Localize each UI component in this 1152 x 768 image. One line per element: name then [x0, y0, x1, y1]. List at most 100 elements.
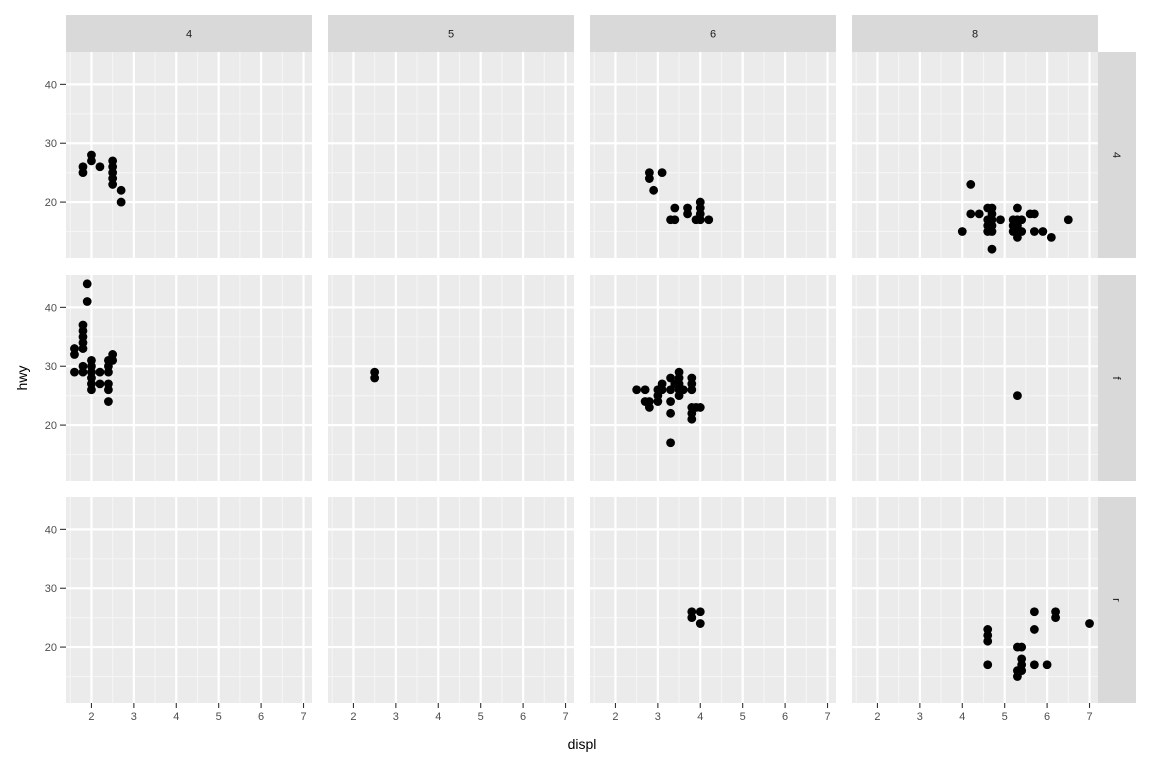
x-tick-label: 3 — [393, 711, 399, 723]
data-point — [104, 385, 113, 395]
x-tick-label: 3 — [655, 711, 661, 723]
panel-background — [590, 275, 836, 481]
data-point — [687, 613, 697, 623]
data-point — [1017, 215, 1027, 225]
data-point — [987, 244, 997, 254]
data-point — [687, 385, 697, 395]
data-point — [996, 215, 1005, 225]
y-tick-label: 30 — [45, 138, 57, 150]
data-point — [87, 156, 96, 166]
data-point — [1085, 619, 1094, 628]
data-point — [695, 619, 705, 628]
col-strip — [590, 15, 836, 52]
x-tick-label: 2 — [874, 711, 880, 723]
col-strip-label: 6 — [710, 29, 716, 41]
x-tick-label: 5 — [478, 711, 484, 723]
data-point — [108, 180, 118, 189]
y-tick-label: 20 — [45, 197, 57, 209]
col-strip-label: 4 — [186, 29, 192, 41]
data-point — [695, 607, 705, 617]
x-tick-label: 7 — [562, 711, 568, 723]
data-point — [1029, 227, 1039, 236]
x-tick-label: 3 — [917, 711, 923, 723]
panel-background — [590, 497, 836, 703]
data-point — [983, 636, 993, 646]
y-tick-label: 20 — [45, 420, 57, 432]
x-tick-label: 4 — [697, 711, 703, 723]
data-point — [82, 279, 92, 289]
data-point — [78, 367, 88, 377]
panel-background — [328, 275, 574, 481]
panels-layer: 4 5 6 8 4 f r 20 30 40 20 30 40 20 30 40 2 3 4 5 6 7 2 3 4 5 6 7 2 3 4… — [45, 15, 1136, 723]
data-point — [644, 403, 654, 412]
data-point — [1017, 666, 1027, 676]
row-strip — [1098, 275, 1136, 481]
x-axis-title: displ — [568, 736, 597, 752]
x-tick-label: 3 — [131, 711, 137, 723]
data-point — [78, 168, 88, 178]
x-tick-label: 5 — [216, 711, 222, 723]
data-point — [1051, 613, 1060, 623]
panel-background — [852, 52, 1098, 258]
data-point — [666, 408, 675, 418]
data-point — [104, 397, 113, 406]
data-point — [1063, 215, 1073, 225]
col-strip — [328, 15, 574, 52]
x-tick-label: 5 — [740, 711, 746, 723]
data-point — [116, 185, 126, 195]
data-point — [1038, 227, 1048, 236]
col-strip-label: 5 — [448, 29, 454, 41]
data-point — [95, 379, 105, 389]
data-point — [657, 385, 667, 395]
data-point — [1017, 642, 1027, 652]
data-point — [640, 385, 650, 395]
data-point — [1029, 209, 1039, 219]
row-strip — [1098, 52, 1136, 258]
data-point — [1029, 625, 1039, 634]
data-point — [82, 297, 92, 306]
y-axis-title: hwy — [14, 366, 30, 391]
data-point — [78, 344, 88, 353]
x-tick-label: 2 — [612, 711, 618, 723]
data-point — [104, 367, 113, 377]
data-point — [1013, 391, 1022, 401]
x-tick-label: 2 — [88, 711, 94, 723]
x-tick-label: 7 — [824, 711, 830, 723]
data-point — [670, 215, 680, 225]
data-point — [695, 215, 705, 225]
data-point — [666, 397, 675, 406]
x-tick-label: 4 — [959, 711, 965, 723]
panel-background — [852, 497, 1098, 703]
data-point — [1017, 227, 1027, 236]
data-point — [70, 367, 79, 377]
data-point — [704, 215, 714, 225]
data-point — [983, 660, 993, 670]
data-point — [370, 373, 380, 383]
x-tick-label: 6 — [520, 711, 526, 723]
data-point — [666, 438, 675, 448]
panel-background — [328, 52, 574, 258]
col-strip — [66, 15, 312, 52]
data-point — [683, 209, 692, 219]
data-point — [87, 385, 96, 395]
row-strip-label: r — [1110, 598, 1122, 602]
data-point — [70, 350, 79, 359]
data-point — [670, 203, 680, 213]
y-tick-label: 30 — [45, 361, 57, 373]
panel-background — [590, 52, 836, 258]
panel-background — [66, 275, 312, 481]
x-tick-label: 4 — [435, 711, 441, 723]
data-point — [966, 209, 976, 219]
x-tick-label: 6 — [1044, 711, 1050, 723]
data-point — [1029, 660, 1039, 670]
data-point — [653, 397, 663, 406]
x-tick-label: 6 — [258, 711, 264, 723]
col-strip-label: 8 — [972, 29, 978, 41]
col-strip — [852, 15, 1098, 52]
data-point — [649, 185, 659, 195]
data-point — [95, 367, 105, 377]
data-point — [116, 197, 126, 207]
data-point — [957, 227, 967, 236]
y-tick-label: 40 — [45, 524, 57, 536]
